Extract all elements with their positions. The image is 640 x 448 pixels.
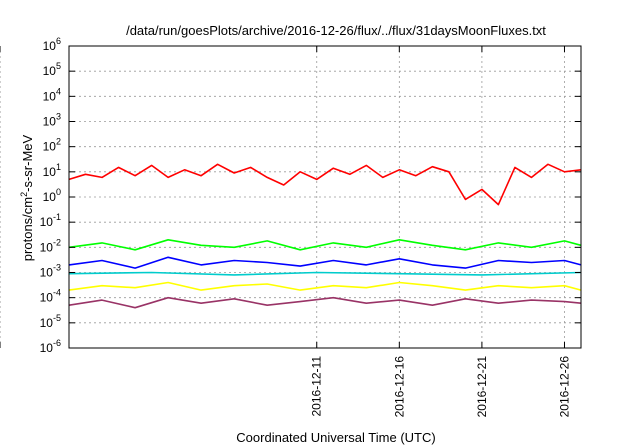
x-tick-label: 2016-12-16 bbox=[392, 356, 406, 418]
series-4-line bbox=[68, 271, 582, 276]
y-axis-label: protons/cm2-s-sr-MeV bbox=[19, 134, 35, 261]
y-tick-label: 10-2 bbox=[40, 237, 61, 254]
series-6-line bbox=[68, 296, 582, 309]
series-2-line bbox=[68, 239, 582, 251]
y-tick-label: 10-1 bbox=[40, 212, 61, 229]
y-tick-label: 103 bbox=[43, 112, 61, 129]
y-tick-label: 105 bbox=[43, 61, 61, 78]
y-tick-label: 102 bbox=[43, 137, 61, 154]
chart-title: /data/run/goesPlots/archive/2016-12-26/f… bbox=[126, 23, 546, 38]
x-axis-label: Coordinated Universal Time (UTC) bbox=[236, 430, 435, 445]
series-3-line bbox=[68, 256, 582, 269]
grid bbox=[0, 46, 581, 348]
y-tick-label: 10-5 bbox=[40, 313, 61, 330]
series-lines bbox=[68, 163, 582, 309]
y-tick-label: 101 bbox=[43, 162, 61, 179]
y-tick-label: 10-3 bbox=[40, 263, 61, 280]
y-tick-label: 100 bbox=[43, 187, 61, 204]
x-tick-label: 2016-12-11 bbox=[310, 356, 324, 417]
y-tick-label: 104 bbox=[43, 86, 61, 103]
y-tick-label: 10-6 bbox=[40, 338, 61, 355]
series-5-line bbox=[68, 281, 582, 291]
y-tick-label: 106 bbox=[43, 36, 61, 53]
x-tick-label: 2016-12-21 bbox=[475, 356, 489, 418]
y-tick-label: 10-4 bbox=[40, 288, 61, 305]
x-tick-label: 2016-12-26 bbox=[557, 356, 571, 418]
series-1-line bbox=[68, 163, 582, 206]
y-axis-ticks: 10-6 10-5 10-4 10-3 10-2 10-1 100 101 102 103 104 1… bbox=[40, 36, 581, 355]
x-axis-ticks: 2016-12-12016-12-62016-12-112016-12-1620… bbox=[0, 0, 571, 417]
